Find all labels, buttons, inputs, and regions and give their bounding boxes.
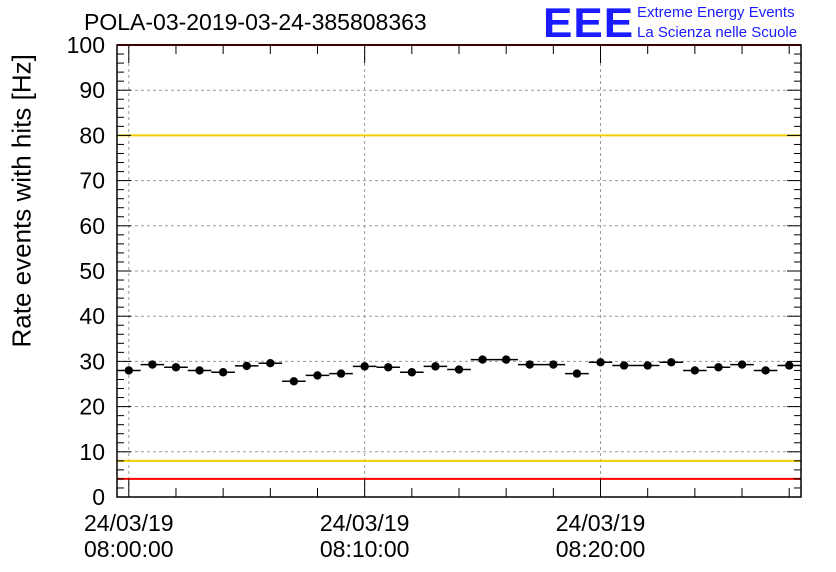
- y-tick-label: 90: [79, 77, 105, 103]
- data-point: [619, 361, 629, 370]
- data-point: [690, 366, 700, 375]
- data-point: [124, 366, 133, 375]
- data-point: [360, 362, 369, 371]
- y-tick-label: 0: [92, 484, 105, 510]
- data-point: [785, 361, 794, 370]
- data-point: [289, 377, 299, 386]
- logo-line-2: La Scienza nelle Scuole: [637, 24, 798, 41]
- data-point: [384, 363, 393, 372]
- data-point: [478, 355, 487, 364]
- x-tick-label-time: 08:10:00: [320, 536, 410, 562]
- y-tick-label: 40: [79, 303, 105, 329]
- data-point: [596, 358, 605, 367]
- y-tick-label: 10: [79, 439, 105, 465]
- x-tick-label-time: 08:20:00: [556, 536, 646, 562]
- data-point: [525, 360, 534, 369]
- data-point: [643, 361, 652, 370]
- data-point: [266, 359, 275, 368]
- data-point: [714, 363, 723, 372]
- data-point: [549, 360, 558, 369]
- data-point: [454, 365, 464, 374]
- y-tick-label: 100: [67, 32, 105, 58]
- x-tick-label-time: 08:00:00: [84, 536, 174, 562]
- x-tick-label-date: 24/03/19: [556, 510, 646, 536]
- y-tick-label: 50: [79, 258, 105, 284]
- chart-title: POLA-03-2019-03-24-385808363: [84, 9, 427, 35]
- data-point: [313, 371, 322, 380]
- data-point: [761, 366, 770, 375]
- data-point: [431, 362, 440, 371]
- y-tick-label: 60: [79, 213, 105, 239]
- y-tick-label: 20: [79, 394, 105, 420]
- data-point: [242, 361, 251, 371]
- data-point: [407, 368, 417, 377]
- data-point: [737, 360, 747, 369]
- y-tick-label: 70: [79, 168, 105, 194]
- data-point: [148, 360, 157, 369]
- x-tick-label-date: 24/03/19: [84, 510, 174, 536]
- logo-line-1: Extreme Energy Events: [637, 4, 795, 21]
- y-tick-label: 80: [79, 122, 105, 148]
- data-point: [336, 369, 346, 378]
- data-point: [501, 355, 511, 364]
- x-tick-label-date: 24/03/19: [320, 510, 410, 536]
- y-tick-label: 30: [79, 348, 105, 374]
- data-point: [218, 368, 228, 377]
- data-point: [171, 363, 181, 372]
- data-point: [667, 358, 676, 367]
- data-point: [572, 369, 582, 378]
- eee-logo: EEE: [543, 0, 635, 47]
- data-point: [195, 366, 204, 375]
